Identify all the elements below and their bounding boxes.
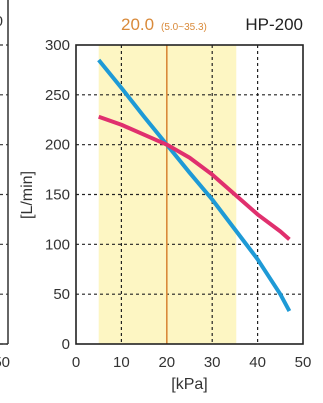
operating-point-label: 20.0 [121,15,154,34]
y-tick-label: 100 [45,236,70,253]
left-chart-tick-label: 50 [0,354,10,371]
x-tick-label: 50 [295,354,312,371]
plot-frame [75,44,304,345]
y-tick-label: 0 [62,336,70,353]
y-axis-label: [L/min] [19,171,36,219]
y-tick-label: 300 [45,37,70,54]
left-chart-tick-label: 0 [0,13,3,30]
tick-labels: 0 50 100 150 200 250 300 0 10 20 30 40 50 [45,37,311,371]
x-tick-label: 10 [113,354,130,371]
y-tick-label: 250 [45,87,70,104]
series-line-2 [98,114,291,241]
series-line-1 [97,58,292,313]
x-tick-label: 30 [204,354,221,371]
y-tick-label: 150 [45,187,70,204]
x-axis-label: [kPa] [171,376,207,393]
x-tick-label: 40 [249,354,266,371]
x-tick-label: 20 [158,354,175,371]
y-tick-label: 50 [53,286,70,303]
x-tick-label: 0 [72,354,80,371]
y-tick-label: 200 [45,137,70,154]
operating-range-label: (5.0~35.3) [161,22,207,33]
series-layer [97,58,292,313]
left-cropped-chart-edge: 0 50 [0,0,10,371]
model-label: HP-200 [245,15,303,34]
